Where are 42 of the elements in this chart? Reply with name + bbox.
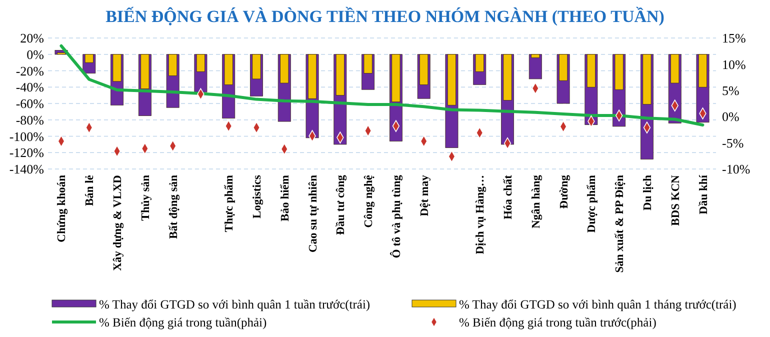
y-tick-label: -100% (9, 128, 44, 144)
x-tick-label: Cao su tự nhiên (307, 174, 320, 253)
x-tick-label: Logistics (251, 174, 264, 218)
x-tick-label: Bán lẻ (84, 175, 96, 206)
legend-label: % Thay đổi GTGD so với bình quân 1 tuần trước(trái) (99, 297, 370, 312)
legend-label: % Biến động giá trong tuần(phải) (99, 315, 267, 330)
y-tick-label: -20% (16, 63, 44, 78)
y-tick-label: 0% (26, 46, 44, 62)
x-tick-label: Hóa chất (502, 174, 515, 220)
y-tick-label: -120% (9, 145, 44, 160)
chart-title: BIẾN ĐỘNG GIÁ VÀ DÒNG TIỀN THEO NHÓM NGÀNH (THEO TUẦN) (106, 6, 664, 26)
y2-tick-label: -5% (722, 135, 744, 150)
y2-tick-label: 10% (722, 56, 746, 72)
legend-label: % Thay đổi GTGD so với bình quân 1 tháng trước(trái) (459, 297, 736, 312)
x-tick-label: Thực phẩm (224, 174, 236, 232)
x-tick-label: Sản xuất & PP Điện (614, 174, 626, 273)
x-tick-label: Công nghệ (363, 175, 376, 228)
x-tick-label: Dược phẩm (586, 174, 598, 233)
y-tick-label: -80% (16, 112, 44, 128)
x-tick-label: Thủy sản (140, 174, 152, 221)
y2-tick-label: 15% (722, 30, 746, 46)
x-tick-label: Chứng khoán (56, 174, 68, 242)
x-tick-label: Bảo hiểm (279, 174, 292, 222)
x-tick-label: Dệt may (418, 174, 431, 216)
x-tick-label: Dịch vụ Hàng… (474, 175, 487, 254)
x-tick-label: Du lịch (642, 174, 654, 210)
x-tick-label: Đầu tư công (335, 174, 348, 235)
x-tick-label: Dầu khí (698, 174, 710, 214)
y-tick-label: -60% (16, 96, 44, 112)
y2-tick-label: -10% (722, 162, 750, 177)
y2-tick-label: 0% (722, 109, 740, 124)
x-tick-label: Đường (558, 174, 570, 209)
x-tick-label: Ngân hàng (530, 174, 542, 228)
x-tick-label: Ô tô và phụ tùng (390, 174, 403, 258)
y2-tick-label: 5% (722, 82, 740, 98)
y-tick-label: -140% (9, 162, 44, 177)
x-tick-label: BDS KCN (670, 174, 682, 226)
x-tick-label: Bất động sản (168, 174, 180, 239)
y-tick-label: -40% (16, 80, 44, 95)
legend-label: % Biến động giá trong tuần trước(phải) (459, 315, 656, 330)
x-tick-label: Xây dựng & VLXD (112, 175, 124, 271)
y-tick-label: 20% (20, 30, 44, 46)
